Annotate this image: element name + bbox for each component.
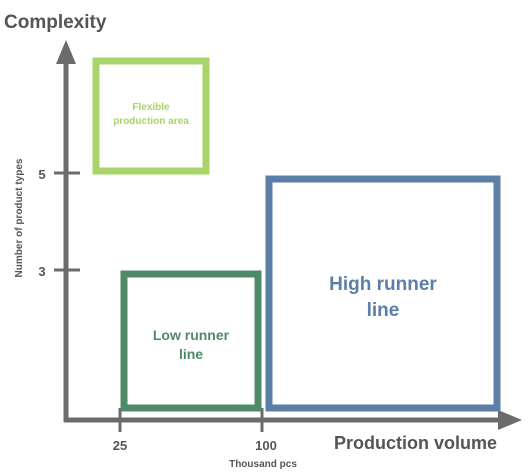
x-axis-arrow (498, 410, 522, 430)
y-tick-label-3: 3 (38, 264, 45, 279)
high-runner-line-box (265, 175, 501, 412)
high-runner-label-line-2: line (367, 300, 400, 321)
flexible-production-area-box (92, 57, 210, 175)
x-tick-label-25: 25 (113, 438, 127, 453)
flexible-box-label-line-1: Flexible (132, 102, 170, 113)
y-axis-arrow (56, 40, 76, 64)
y-tick-label-5: 5 (38, 167, 45, 182)
low-runner-label-line-1: Low runner (153, 327, 230, 343)
y-axis-title: Complexity (4, 12, 107, 33)
low-runner-label-line-2: line (179, 346, 203, 362)
x-tick-label-100: 100 (255, 438, 277, 453)
y-axis-label: Number of product types (14, 158, 25, 277)
x-axis-label: Thousand pcs (229, 459, 297, 470)
x-axis-title: Production volume (334, 433, 497, 453)
flexible-box-label-line-2: production area (113, 116, 189, 127)
high-runner-label-line-1: High runner (329, 274, 437, 295)
low-runner-line-box (120, 270, 262, 412)
